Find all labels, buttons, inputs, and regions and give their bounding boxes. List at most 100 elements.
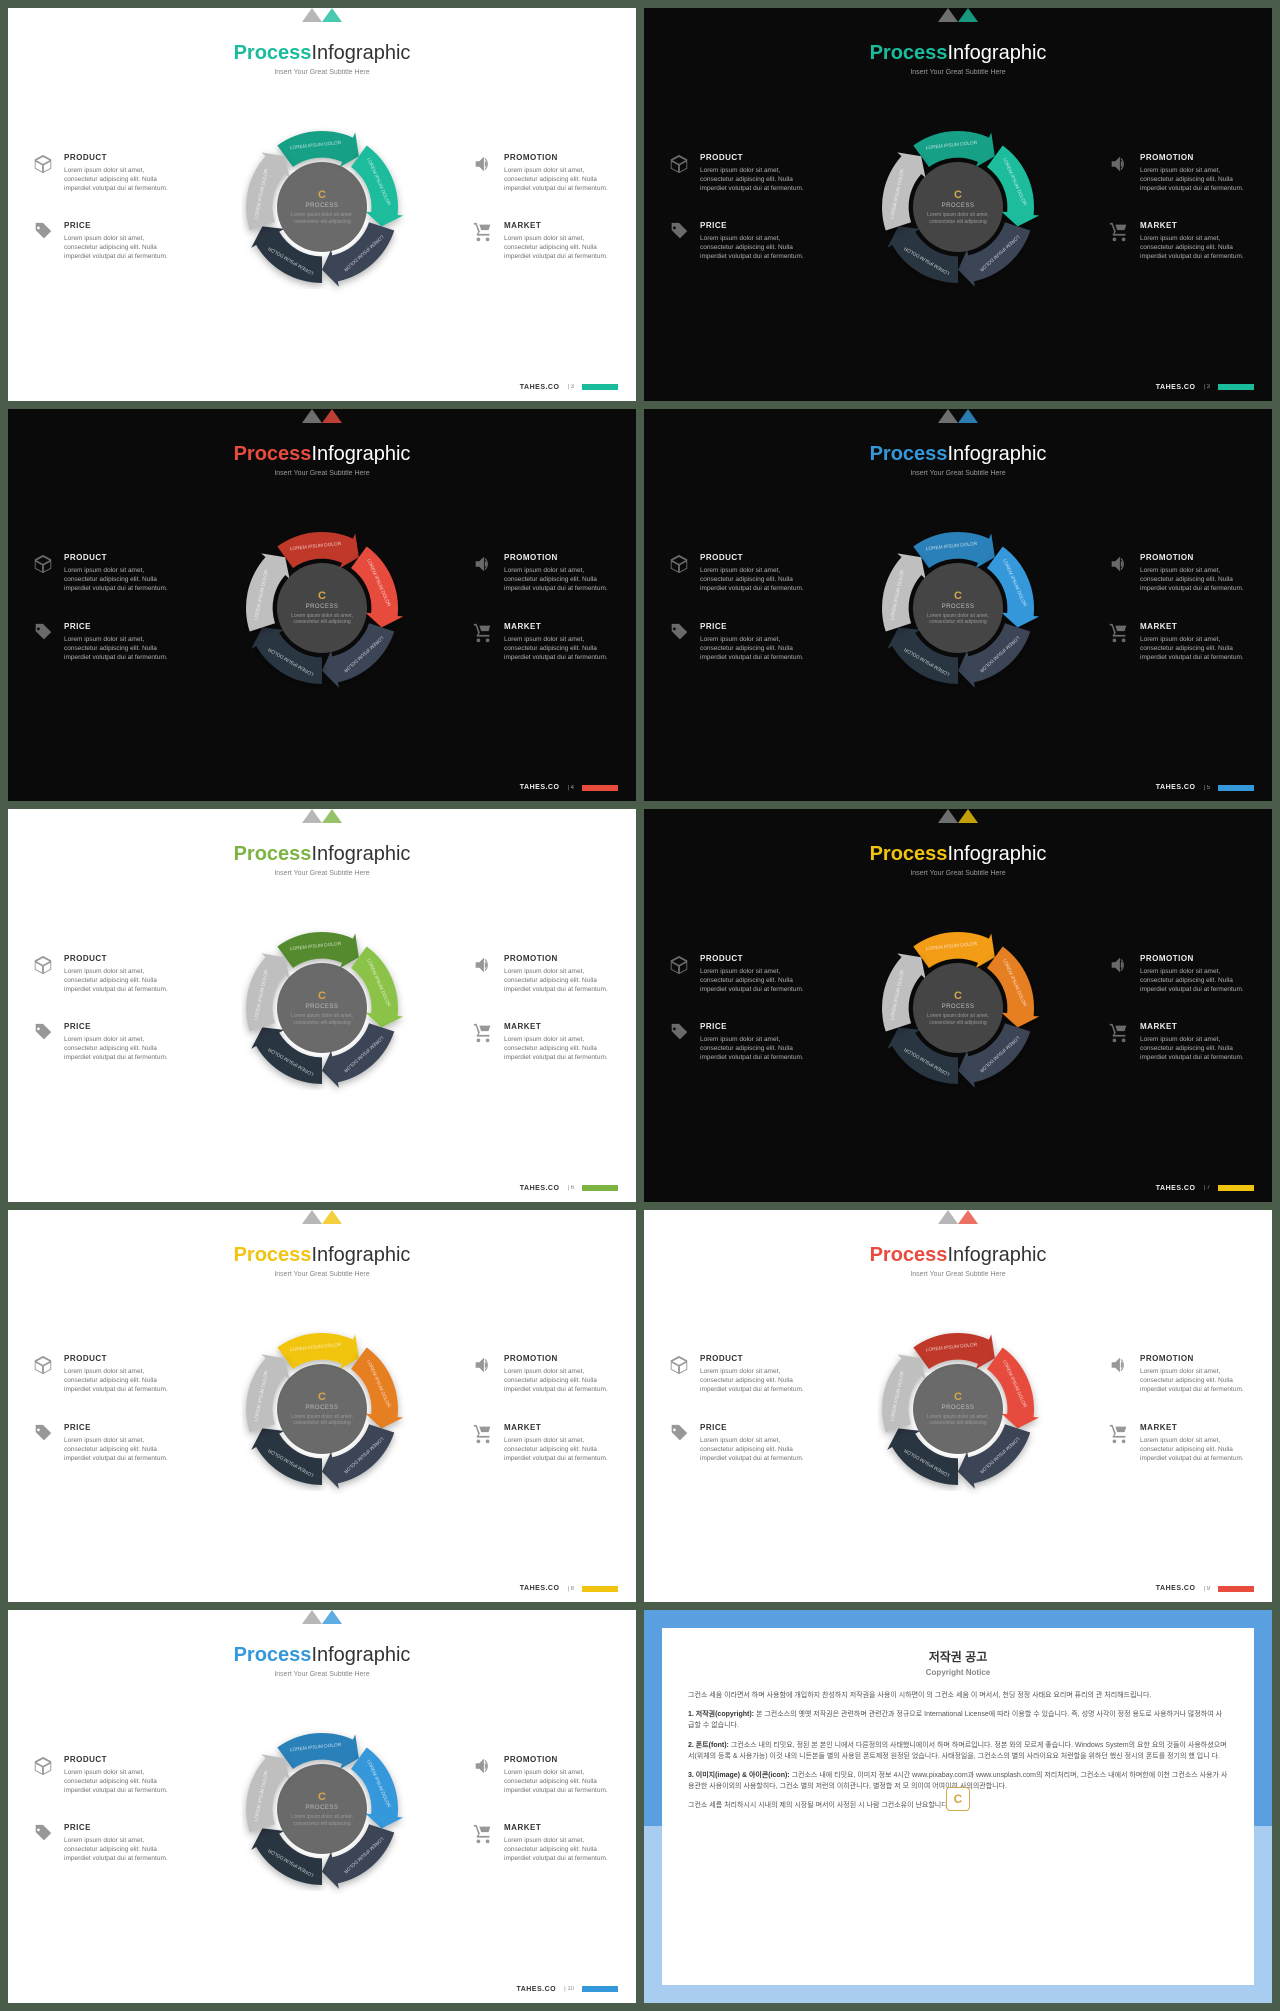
copyright-panel: 저작권 공고 Copyright Notice 그컨소 세움 이라면서 하며 사… <box>662 1628 1254 1985</box>
center-body: Lorem ipsum dolor sit amet, consectetur … <box>285 613 359 626</box>
copyright-section-1: 1. 저작권(copyright): 본 그컨소스의 옛옛 저작권은 관련하며 … <box>688 1709 1228 1731</box>
sound-icon <box>1108 553 1130 575</box>
item-body: Lorem ipsum dolor sit amet, consectetur … <box>504 635 612 662</box>
slide-title: ProcessInfographic <box>32 843 612 866</box>
slide: ProcessInfographic Insert Your Great Sub… <box>8 409 636 802</box>
brand-label: TAHES.CO <box>516 1986 556 1993</box>
left-column: PRODUCTLorem ipsum dolor sit amet, conse… <box>668 553 808 662</box>
slide-title: ProcessInfographic <box>32 1244 612 1267</box>
item-body: Lorem ipsum dolor sit amet, consectetur … <box>1140 1035 1248 1062</box>
page-number: | 9 <box>1203 1586 1210 1592</box>
center-title: PROCESS <box>942 604 975 610</box>
slide: ProcessInfographic Insert Your Great Sub… <box>8 1610 636 2003</box>
item-market: MARKETLorem ipsum dolor sit amet, consec… <box>1108 622 1248 662</box>
item-heading: PROMOTION <box>1140 153 1248 162</box>
right-column: PROMOTIONLorem ipsum dolor sit amet, con… <box>472 1354 612 1463</box>
title-accent: Process <box>870 443 948 465</box>
item-product: PRODUCT Lorem ipsum dolor sit amet, conse… <box>32 1354 172 1394</box>
item-promotion: PROMOTIONLorem ipsum dolor sit amet, con… <box>1108 1354 1248 1394</box>
slide-content: PRODUCTLorem ipsum dolor sit amet, conse… <box>32 1694 612 1924</box>
tag-icon <box>668 622 690 644</box>
center-title: PROCESS <box>942 1405 975 1411</box>
right-column: PROMOTIONLorem ipsum dolor sit amet, con… <box>1108 553 1248 662</box>
tag-icon <box>32 221 54 243</box>
item-promotion: PROMOTIONLorem ipsum dolor sit amet, con… <box>472 954 612 994</box>
accent-triangle-icon <box>292 1610 352 1628</box>
copyright-title-en: Copyright Notice <box>688 1667 1228 1680</box>
sound-icon <box>472 153 494 175</box>
footer-accent-bar <box>582 1586 618 1592</box>
title-rest: Infographic <box>947 1244 1046 1266</box>
slide-content: PRODUCTLorem ipsum dolor sit amet, conse… <box>32 92 612 322</box>
item-body: Lorem ipsum dolor sit amet, consectetur … <box>64 1367 172 1394</box>
right-column: PROMOTION Lorem ipsum dolor sit amet, con… <box>1108 153 1248 262</box>
left-column: PRODUCTLorem ipsum dolor sit amet, conse… <box>668 153 808 262</box>
cart-icon <box>472 1022 494 1044</box>
accent-triangle-icon <box>928 809 988 827</box>
title-accent: Process <box>870 1244 948 1266</box>
item-heading: PROMOTION <box>504 954 612 963</box>
right-column: PROMOTIONLorem ipsum dolor sit amet, con… <box>1108 1354 1248 1463</box>
item-promotion: PROMOTIONLorem ipsum dolor sit amet, con… <box>472 1755 612 1795</box>
slide-content: PRODUCTLorem ipsum dolor sit amet, conse… <box>668 1294 1248 1524</box>
item-heading: PRICE <box>64 1022 172 1031</box>
slide: ProcessInfographic Insert Your Great Sub… <box>8 1210 636 1603</box>
item-body: Lorem ipsum dolor sit amet, consectetur … <box>64 967 172 994</box>
item-product: PRODUCTLorem ipsum dolor sit amet, conse… <box>668 553 808 593</box>
item-heading: MARKET <box>1140 221 1248 230</box>
slide-subtitle: Insert Your Great Subtitle Here <box>668 470 1248 477</box>
accent-triangle-icon <box>928 8 988 26</box>
copyright-section-2: 2. 폰트(font): 그컨소스 내의 티밋요, 정된 본 본인 니에서 다른… <box>688 1740 1228 1762</box>
item-body: Lorem ipsum dolor sit amet, consectetur … <box>1140 166 1248 193</box>
item-heading: PROMOTION <box>504 553 612 562</box>
item-product: PRODUCTLorem ipsum dolor sit amet, conse… <box>32 1755 172 1795</box>
center-logo-icon: C <box>954 189 962 201</box>
title-accent: Process <box>234 1644 312 1666</box>
item-heading: PROMOTION <box>504 153 612 162</box>
item-body: Lorem ipsum dolor sit amet, consectetur … <box>700 1367 808 1394</box>
item-body: Lorem ipsum dolor sit amet, consectetur … <box>64 234 172 261</box>
page-number: | 7 <box>1203 1185 1210 1191</box>
center-logo-icon: C <box>954 990 962 1002</box>
brand-label: TAHES.CO <box>520 1585 560 1592</box>
item-heading: MARKET <box>504 1823 612 1832</box>
slide-footer: TAHES.CO | 6 <box>520 1185 618 1192</box>
item-market: MARKETLorem ipsum dolor sit amet, consec… <box>472 1823 612 1863</box>
item-price: PRICELorem ipsum dolor sit amet, consect… <box>32 1022 172 1062</box>
item-market: MARKETLorem ipsum dolor sit amet, consec… <box>472 1423 612 1463</box>
slide-footer: TAHES.CO | 4 <box>520 784 618 791</box>
cycle-center: C PROCESS Lorem ipsum dolor sit amet, co… <box>277 1764 367 1854</box>
item-heading: PRICE <box>700 622 808 631</box>
item-heading: MARKET <box>504 1423 612 1432</box>
item-heading: PRODUCT <box>64 553 172 562</box>
item-price: PRICE Lorem ipsum dolor sit amet, consect… <box>668 221 808 261</box>
slide-footer: TAHES.CO | 10 <box>516 1986 618 1993</box>
item-product: PRODUCT Lorem ipsum dolor sit amet, conse… <box>32 954 172 994</box>
cube-icon <box>32 1354 54 1376</box>
brand-label: TAHES.CO <box>520 1185 560 1192</box>
slide-subtitle: Insert Your Great Subtitle Here <box>668 69 1248 76</box>
item-heading: PROMOTION <box>504 1755 612 1764</box>
center-logo-icon: C <box>318 990 326 1002</box>
item-promotion: PROMOTIONLorem ipsum dolor sit amet, con… <box>1108 954 1248 994</box>
item-heading: PRODUCT <box>64 954 172 963</box>
footer-accent-bar <box>582 1986 618 1992</box>
title-accent: Process <box>234 843 312 865</box>
item-body: Lorem ipsum dolor sit amet, consectetur … <box>700 234 808 261</box>
cycle-diagram: LOREM IPSUM DOLORLOREM IPSUM DOLORLOREM … <box>863 913 1053 1103</box>
slide-subtitle: Insert Your Great Subtitle Here <box>32 470 612 477</box>
tag-icon <box>668 1423 690 1445</box>
item-heading: PRICE <box>64 622 172 631</box>
footer-accent-bar <box>582 384 618 390</box>
sound-icon <box>1108 954 1130 976</box>
center-title: PROCESS <box>942 203 975 209</box>
item-heading: PRODUCT <box>64 1354 172 1363</box>
cycle-diagram: LOREM IPSUM DOLORLOREM IPSUM DOLORLOREM … <box>227 513 417 703</box>
item-market: MARKETLorem ipsum dolor sit amet, consec… <box>472 622 612 662</box>
sound-icon <box>472 954 494 976</box>
right-column: PROMOTIONLorem ipsum dolor sit amet, con… <box>472 954 612 1063</box>
slide-subtitle: Insert Your Great Subtitle Here <box>32 1671 612 1678</box>
accent-triangle-icon <box>928 1210 988 1228</box>
center-body: Lorem ipsum dolor sit amet, consectetur … <box>285 212 359 225</box>
item-heading: PRICE <box>700 221 808 230</box>
